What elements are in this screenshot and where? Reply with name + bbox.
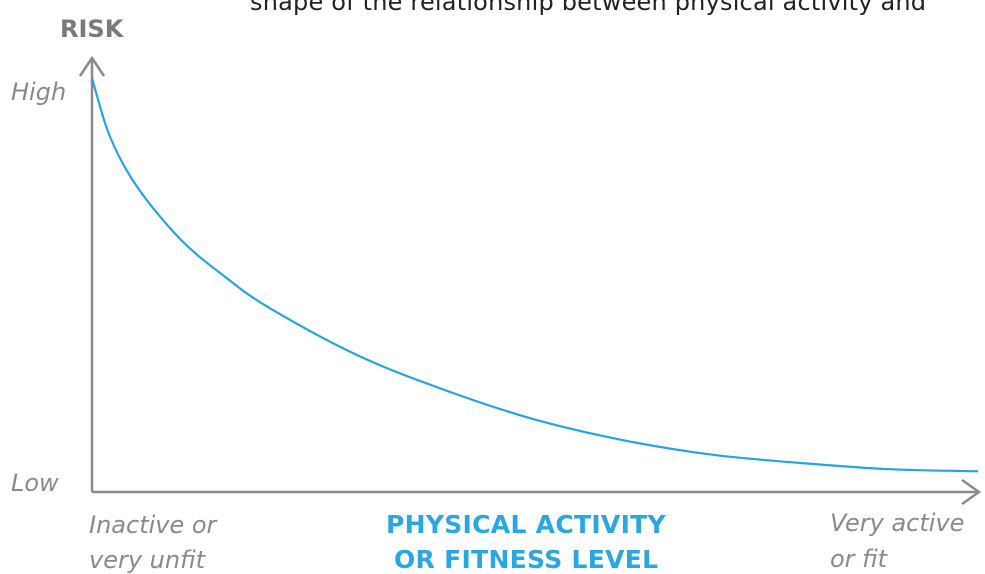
x-axis-title-line-1: PHYSICAL ACTIVITY: [386, 510, 666, 539]
series-layer: [90, 77, 979, 473]
y-tick-high: High: [11, 78, 67, 106]
risk-curve-line: [90, 77, 979, 473]
y-axis-arrow-icon: [78, 55, 106, 77]
x-tick-left-line-1: Inactive or: [89, 511, 217, 539]
y-axis-title: RISK: [60, 15, 124, 43]
y-tick-low: Low: [11, 469, 59, 497]
caption-fragment: shape of the relationship between physic…: [250, 0, 927, 16]
x-axis-arrow-icon: [961, 478, 982, 506]
x-tick-right-line-2: or fit: [830, 545, 888, 573]
x-axis-title-line-2: OR FITNESS LEVEL: [394, 545, 659, 574]
x-tick-left-line-2: very unfit: [89, 546, 206, 574]
x-tick-right-line-1: Very active: [830, 509, 965, 537]
